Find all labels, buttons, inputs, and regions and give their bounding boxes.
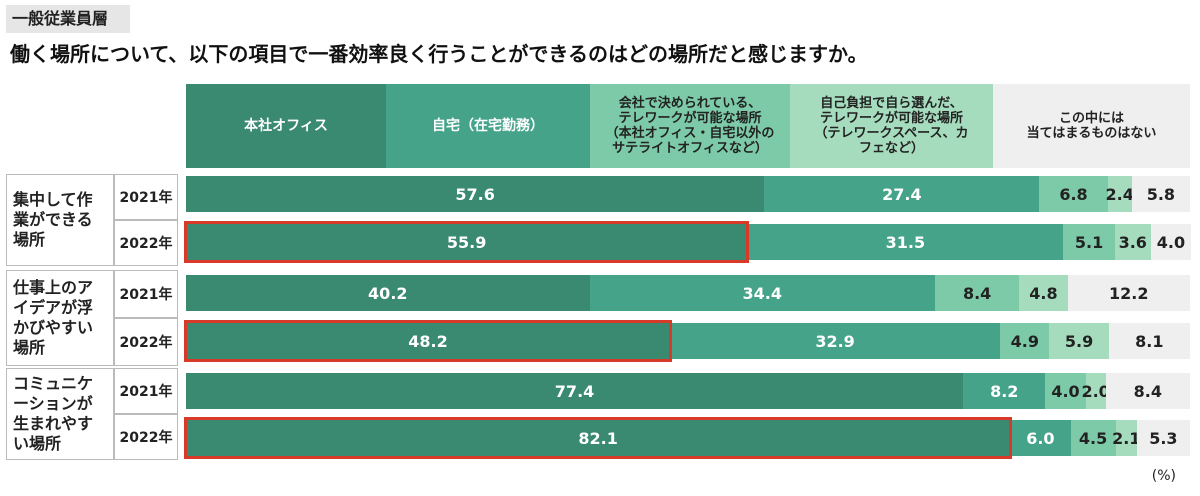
column-header-4-line: フェなど）: [858, 141, 924, 156]
bar-segment: 57.6: [186, 176, 765, 212]
bar-segment: 55.9: [186, 224, 748, 260]
data-label: 4.8: [1029, 283, 1058, 303]
year-label: 2021年: [114, 368, 178, 414]
segment-tag: 一般従業員層: [6, 5, 130, 33]
year-label: 2022年: [114, 220, 178, 266]
bar-segment: 5.8: [1131, 176, 1190, 212]
bar-segment: 4.0: [1045, 373, 1086, 409]
bar-segment: 27.4: [764, 176, 1040, 212]
column-header-4-line: 自己負担で自ら選んだ、: [820, 96, 963, 111]
highlight-box: [184, 417, 1013, 459]
column-header-3-line: 会社で決められている、: [618, 96, 762, 111]
bar-segment: 31.5: [747, 224, 1064, 260]
data-label: 31.5: [885, 232, 926, 252]
bar-segment: 2.4: [1105, 176, 1134, 212]
year-label: 2021年: [114, 270, 178, 318]
column-header-1-line: 本社オフィス: [244, 118, 328, 134]
data-label: 5.8: [1146, 184, 1176, 204]
column-header-4-line: （テレワークスペース、カ: [814, 126, 969, 141]
column-header-4: 自己負担で自ら選んだ、 テレワークが可能な場所 （テレワークスペース、カ フェなど）: [790, 84, 993, 168]
data-label: 5.3: [1149, 428, 1178, 448]
bar-segment: 4.0: [1150, 224, 1191, 260]
bar-segment: 12.2: [1067, 275, 1190, 311]
bar-segment: 8.4: [934, 275, 1020, 311]
data-label: 77.4: [554, 381, 595, 401]
bar-segment: 8.4: [1105, 373, 1190, 409]
column-header-3: 会社で決められている、 テレワークが可能な場所 （本社オフィス・自宅以外の サテライト…: [590, 84, 790, 168]
column-header-1: 本社オフィス: [186, 84, 386, 168]
data-label: 2.1: [1112, 428, 1141, 448]
year-label: 2022年: [114, 318, 178, 366]
data-label: 27.4: [882, 184, 922, 204]
data-label: 5.9: [1064, 331, 1094, 351]
column-header-3-line: テレワークが可能な場所: [618, 111, 762, 126]
bar-segment: 5.3: [1136, 420, 1190, 456]
column-header-3-line: サテライトオフィスなど）: [612, 141, 768, 156]
year-label: 2021年: [114, 174, 178, 220]
bar-segment: 2.0: [1081, 373, 1110, 409]
column-header-2: 自宅（在宅勤務）: [386, 84, 590, 168]
bar-segment: 8.2: [963, 373, 1046, 409]
unit-label: (%): [1151, 468, 1176, 484]
data-label: 4.9: [1010, 331, 1039, 351]
bar-segment: 77.4: [186, 373, 964, 409]
bar-segment: 6.0: [1010, 420, 1071, 456]
data-label: 48.2: [408, 331, 448, 351]
data-label: 3.6: [1118, 232, 1147, 252]
data-label: 40.2: [368, 283, 408, 303]
data-label: 2.4: [1105, 184, 1134, 204]
highlight-box: [184, 320, 672, 362]
bar-segment: 4.9: [1000, 323, 1050, 359]
bar-segment: 8.1: [1108, 323, 1190, 359]
data-label: 2.0: [1081, 381, 1110, 401]
bar-segment: 6.8: [1039, 176, 1108, 212]
column-header-2-line: 自宅（在宅勤務）: [432, 118, 544, 134]
page-title: 働く場所について、以下の項目で一番効率良く行うことができるのはどの場所だと感じま…: [10, 42, 868, 66]
bar-segment: 34.4: [589, 275, 935, 311]
data-label: 8.4: [962, 283, 992, 303]
data-label: 8.2: [990, 381, 1019, 401]
data-label: 82.1: [578, 428, 618, 448]
bar-segment: 40.2: [186, 275, 590, 311]
bar-segment: 32.9: [669, 323, 1001, 359]
bar-segment: 82.1: [186, 420, 1011, 456]
data-label: 5.1: [1074, 232, 1104, 252]
row-group-label: 集中して作業ができる場所: [6, 174, 114, 266]
data-label: 4.5: [1078, 428, 1108, 448]
data-label: 4.0: [1156, 232, 1186, 252]
data-label: 6.8: [1059, 184, 1088, 204]
data-label: 34.4: [742, 283, 783, 303]
bar-segment: 3.6: [1114, 224, 1151, 260]
data-label: 57.6: [455, 184, 495, 204]
column-header-5: この中には 当てはまるものはない: [993, 84, 1190, 168]
bar-segment: 2.1: [1112, 420, 1140, 456]
column-header-5-line: 当てはまるものはない: [1026, 126, 1157, 141]
row-group-label: 仕事上のアイデアが浮かびやすい場所: [6, 270, 114, 366]
column-header-3-line: （本社オフィス・自宅以外の: [605, 126, 775, 141]
row-group-label: コミュニケーションが生まれやすい場所: [6, 368, 114, 460]
highlight-box: [184, 221, 750, 263]
bar-segment: 4.8: [1019, 275, 1068, 311]
data-label: 55.9: [446, 232, 487, 252]
data-label: 12.2: [1109, 283, 1149, 303]
data-label: 8.4: [1133, 381, 1162, 401]
column-header-4-line: テレワークが可能な場所: [819, 111, 963, 126]
bar-segment: 5.1: [1063, 224, 1115, 260]
column-header-5-line: この中には: [1058, 111, 1124, 126]
data-label: 8.1: [1135, 331, 1164, 351]
data-label: 6.0: [1026, 428, 1055, 448]
bar-segment: 48.2: [186, 323, 670, 359]
bar-segment: 5.9: [1049, 323, 1109, 359]
data-label: 32.9: [815, 331, 855, 351]
bar-segment: 4.5: [1070, 420, 1116, 456]
data-label: 4.0: [1051, 381, 1080, 401]
year-label: 2022年: [114, 414, 178, 460]
